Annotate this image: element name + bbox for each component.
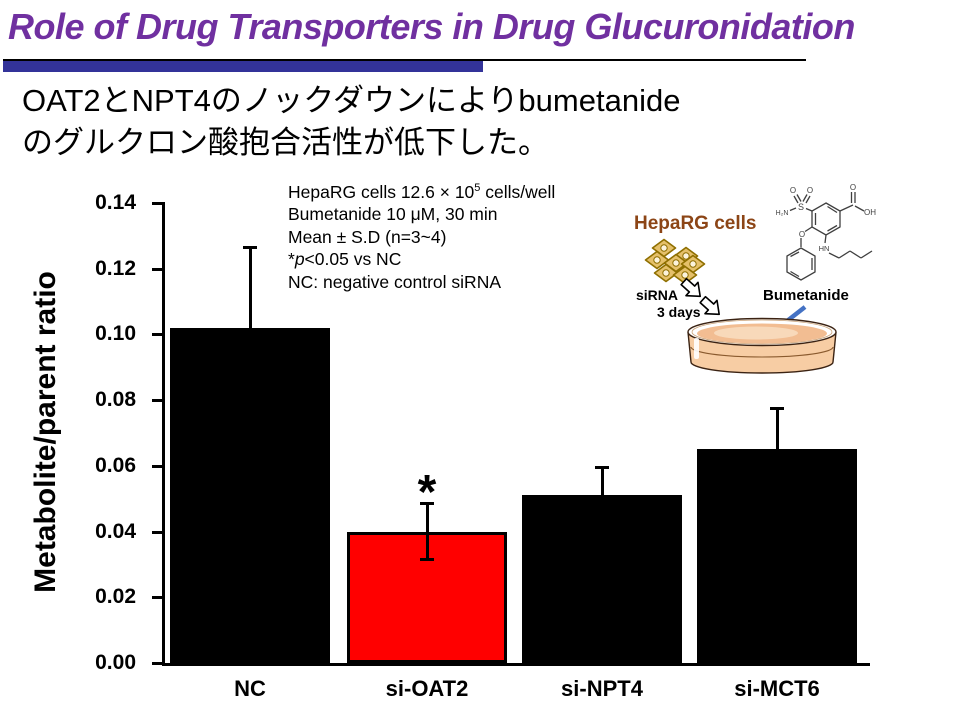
x-axis-label: NC [234, 676, 266, 701]
note-line-dose: Bumetanide 10 μM, 30 min [288, 204, 498, 225]
y-tick-mark [152, 268, 165, 271]
y-tick-label: 0.02 [95, 585, 136, 608]
page-title: Role of Drug Transporters in Drug Glucur… [8, 6, 855, 47]
conditions-note: HepaRG cells 12.6 × 105 cells/well Bumet… [288, 177, 555, 293]
error-bar [248, 245, 252, 328]
y-tick-label: 0.06 [95, 454, 136, 477]
petri-dish-icon [687, 317, 837, 374]
y-tick-mark [152, 662, 165, 665]
y-tick-label: 0.04 [95, 520, 136, 543]
y-tick-mark [152, 465, 165, 468]
headline-line2: のグルクロン酸抱合活性が低下した。 [22, 125, 549, 160]
note-line-nc: NC: negative control siRNA [288, 271, 501, 292]
headline-japanese: OAT2とNPT4のノックダウンによりbumetanide のグルクロン酸抱合活… [22, 80, 680, 164]
x-axis-label: si-OAT2 [385, 676, 469, 701]
error-bar-cap [770, 406, 784, 410]
svg-text:O: O [790, 186, 796, 195]
note-line-cells: HepaRG cells 12.6 × 105 cells/well [288, 177, 555, 203]
bar-si-npt4 [522, 495, 682, 663]
svg-text:O: O [850, 183, 856, 192]
x-axis-label: si-MCT6 [734, 676, 820, 701]
y-tick-label: 0.00 [95, 651, 136, 674]
y-tick-label: 0.08 [95, 388, 136, 411]
error-bar [425, 502, 429, 532]
bumetanide-label: Bumetanide [763, 287, 849, 304]
note-line-stats: Mean ± S.D (n=3~4) [288, 226, 447, 247]
error-bar-lower-cap [420, 558, 434, 562]
svg-text:OH: OH [864, 208, 876, 217]
svg-text:H₂N: H₂N [776, 210, 789, 217]
bar-nc [170, 327, 330, 663]
y-tick-mark [152, 399, 165, 402]
heparg-cells-label: HepaRG cells [634, 213, 757, 234]
error-bar-lower [425, 531, 429, 562]
svg-text:HN: HN [819, 244, 830, 253]
note-p-star: * [288, 249, 295, 270]
transfer-block-arrows-icon [680, 278, 720, 316]
note-cells-pre: HepaRG cells 12.6 × 10 [288, 181, 475, 202]
bar-group-si-oat2: * si-OAT2 [347, 203, 507, 701]
bar-group-si-npt4: si-NPT4 [522, 203, 682, 701]
bar-chart: 0.00 0.02 0.04 0.06 0.08 0.10 0.12 0.14 … [95, 191, 870, 701]
note-line-pvalue: *p<0.05 vs NC [288, 248, 555, 271]
headline-line1: OAT2とNPT4のノックダウンによりbumetanide [22, 83, 681, 118]
error-bar-cap [243, 245, 257, 249]
svg-text:O: O [799, 230, 805, 239]
note-p-symbol: p [294, 249, 305, 270]
error-bar [600, 465, 604, 496]
title-underline-line [3, 59, 806, 61]
note-cells-post: cells/well [480, 181, 556, 202]
error-bar-cap [595, 465, 609, 469]
y-tick-label: 0.14 [95, 191, 136, 214]
three-days-label: 3 days [657, 304, 701, 320]
error-bar [775, 406, 779, 450]
x-axis-label: si-NPT4 [561, 676, 643, 701]
significance-asterisk: * [417, 466, 437, 519]
note-p-rest: <0.05 vs NC [304, 249, 402, 270]
error-bar-cap [420, 502, 434, 505]
svg-text:O: O [807, 186, 813, 195]
y-axis-title: Metabolite/parent ratio [29, 271, 62, 593]
y-tick-mark [152, 333, 165, 336]
y-tick-label: 0.10 [95, 322, 136, 345]
y-tick-label: 0.12 [95, 257, 136, 280]
sirna-label: siRNA [636, 287, 679, 303]
bar-si-mct6 [697, 449, 857, 663]
bumetanide-structure-icon: S O O H₂N O OH O HN [776, 183, 876, 281]
bar-group-nc: NC [170, 203, 330, 701]
svg-text:S: S [798, 202, 804, 212]
title-underline-bar [3, 61, 483, 72]
y-tick-mark [152, 531, 165, 534]
y-tick-mark [152, 596, 165, 599]
heparg-cells-icon [644, 238, 706, 285]
note-cells-exponent: 5 [474, 182, 481, 194]
bar-group-si-mct6: si-MCT6 [697, 203, 857, 701]
y-tick-mark [152, 202, 165, 205]
